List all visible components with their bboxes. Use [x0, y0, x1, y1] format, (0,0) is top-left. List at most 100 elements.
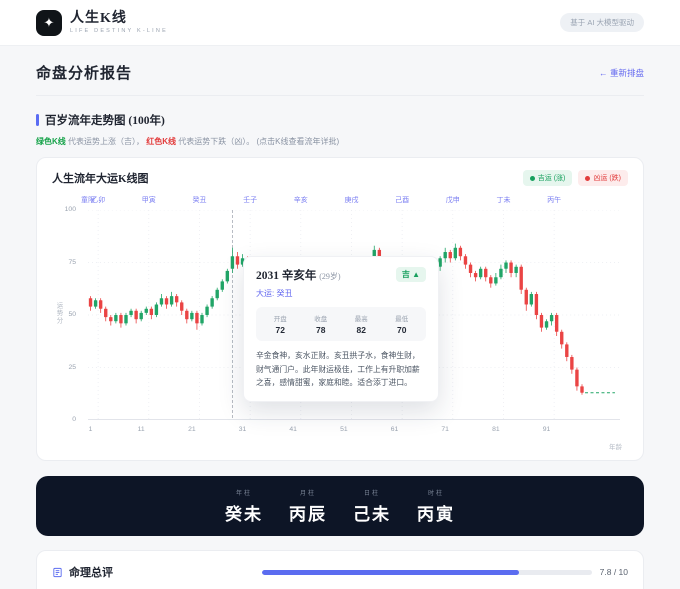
y-tick: 75	[68, 258, 76, 266]
candle-age-84[interactable]	[509, 262, 513, 274]
tooltip-luck-badge: 吉 ▲	[395, 267, 426, 282]
x-tick: 21	[188, 426, 196, 433]
candle-age-85[interactable]	[514, 266, 518, 273]
candle-age-29[interactable]	[230, 256, 235, 269]
year-tooltip: 2031 辛亥年 (29岁) 吉 ▲ 大运: 癸丑 开盘 72 收盘 78 最高 82…	[243, 256, 439, 402]
legend-up-badge: 吉运 (涨)	[522, 170, 573, 186]
recast-link[interactable]: ← 重新排盘	[599, 67, 644, 78]
candle-age-90[interactable]	[539, 315, 544, 328]
candle-age-91[interactable]	[544, 321, 549, 328]
section-title: 百岁流年走势图 (100年)	[36, 112, 644, 128]
candle-age-87[interactable]	[524, 289, 528, 305]
y-axis-ticks: 0 25 50 75 100	[52, 206, 82, 423]
candle-age-88[interactable]	[529, 294, 534, 305]
candle-age-11[interactable]	[139, 312, 143, 320]
candle-age-96[interactable]	[570, 357, 574, 370]
candle-age-72[interactable]	[448, 252, 452, 259]
tooltip-title: 2031 辛亥年 (29岁)	[256, 270, 341, 282]
candle-age-8[interactable]	[124, 315, 128, 324]
dayun-label: 乙卯	[91, 197, 106, 204]
candle-age-22[interactable]	[195, 312, 199, 324]
candle-age-4[interactable]	[104, 308, 108, 318]
candle-age-82[interactable]	[499, 268, 503, 278]
summary-title: 命理总评	[69, 567, 113, 579]
candle-age-21[interactable]	[190, 312, 194, 320]
bazi-pillars-bar: 年柱 癸未 月柱 丙辰 日柱 己未 时柱 丙寅	[36, 476, 644, 536]
candle-age-81[interactable]	[494, 277, 498, 284]
candle-age-7[interactable]	[119, 315, 123, 324]
candle-age-19[interactable]	[180, 302, 184, 311]
red-dot-icon	[585, 175, 591, 181]
candle-age-27[interactable]	[220, 281, 224, 290]
chart-legend-text: 绿色K线 代表运势上涨（吉）， 红色K线 代表运势下跌（凶）。 (点击K线查看流…	[36, 136, 644, 147]
x-axis-ticks: 1 11 21 31 41 51 61 71 81 91	[88, 426, 620, 438]
candle-age-94[interactable]	[560, 331, 564, 345]
candle-age-3[interactable]	[98, 300, 103, 309]
candle-age-14[interactable]	[154, 304, 159, 316]
candle-age-5[interactable]	[109, 317, 113, 322]
candle-age-25[interactable]	[210, 298, 214, 307]
candle-age-1[interactable]	[88, 298, 93, 307]
tooltip-dayun: 大运: 癸丑	[256, 289, 293, 298]
candle-age-10[interactable]	[134, 310, 138, 320]
y-tick: 100	[64, 206, 76, 213]
candle-age-70[interactable]	[438, 258, 442, 267]
candle-age-73[interactable]	[453, 247, 458, 259]
candle-age-18[interactable]	[174, 296, 179, 303]
dayun-label: 戊申	[445, 197, 460, 204]
candle-age-9[interactable]	[129, 310, 133, 315]
legend-note: (点击K线查看流年详批)	[256, 137, 340, 146]
section-title-label: 百岁流年走势图 (100年)	[45, 115, 165, 127]
candle-age-23[interactable]	[200, 315, 204, 324]
x-tick: 61	[390, 426, 399, 433]
candle-age-17[interactable]	[169, 296, 174, 305]
candle-age-15[interactable]	[159, 298, 164, 305]
candle-age-16[interactable]	[164, 298, 169, 305]
dayun-label: 丁未	[496, 197, 511, 204]
pillar-year: 年柱 癸未	[225, 490, 263, 524]
candle-age-95[interactable]	[565, 344, 569, 357]
stat-low: 最低 70	[395, 316, 409, 335]
x-tick: 81	[492, 426, 500, 433]
candle-age-78[interactable]	[478, 268, 483, 278]
candle-age-6[interactable]	[114, 315, 118, 322]
candle-age-28[interactable]	[225, 270, 230, 282]
stat-close: 收盘 78	[314, 316, 328, 335]
candle-age-92[interactable]	[549, 315, 554, 322]
app-subtitle: LIFE DESTINY K-LINE	[70, 28, 168, 35]
candle-age-76[interactable]	[468, 264, 473, 273]
ai-model-badge: 基于 AI 大模型驱动	[560, 13, 644, 32]
x-tick: 31	[238, 426, 247, 433]
tooltip-description: 辛金食神，亥水正财。亥丑拱子水，食神生财，财气通门户。此年财运极佳，工作上有升职…	[256, 351, 420, 388]
candle-age-93[interactable]	[554, 315, 559, 332]
candle-age-30[interactable]	[235, 256, 240, 265]
candle-age-98[interactable]	[580, 386, 584, 393]
candle-age-71[interactable]	[443, 252, 447, 259]
candle-age-83[interactable]	[504, 262, 508, 269]
candle-age-77[interactable]	[473, 273, 478, 278]
candle-age-86[interactable]	[519, 266, 523, 290]
candle-age-12[interactable]	[144, 308, 148, 313]
app-logo: ✦ 人生K线 LIFE DESTINY K-LINE	[36, 9, 168, 36]
candle-age-79[interactable]	[484, 268, 488, 278]
section-accent-bar	[36, 114, 39, 126]
candle-age-13[interactable]	[149, 308, 154, 315]
candle-age-75[interactable]	[463, 256, 468, 265]
candle-age-20[interactable]	[185, 310, 189, 320]
x-axis-label: 年龄	[609, 444, 622, 451]
candle-age-74[interactable]	[458, 247, 463, 257]
x-tick: 41	[289, 426, 297, 433]
candle-age-80[interactable]	[489, 277, 493, 284]
scroll-icon	[53, 567, 62, 577]
dayun-labels-row: 童限 乙卯 甲寅 癸丑 壬子 辛亥 庚戌 己酉 戊申 丁未 丙午	[81, 195, 620, 207]
legend-down-text: 代表运势下跌（凶）。	[176, 137, 257, 146]
candle-age-97[interactable]	[575, 369, 579, 387]
candle-age-2[interactable]	[93, 300, 98, 307]
y-axis-label: 运势分	[55, 301, 62, 325]
candle-age-24[interactable]	[205, 306, 209, 315]
app-title: 人生K线	[70, 10, 127, 26]
tooltip-stats: 开盘 72 收盘 78 最高 82 最低 70	[256, 307, 426, 341]
score-value: 7.8 / 10	[599, 567, 628, 577]
candle-age-26[interactable]	[215, 289, 219, 299]
candle-age-89[interactable]	[534, 294, 539, 315]
